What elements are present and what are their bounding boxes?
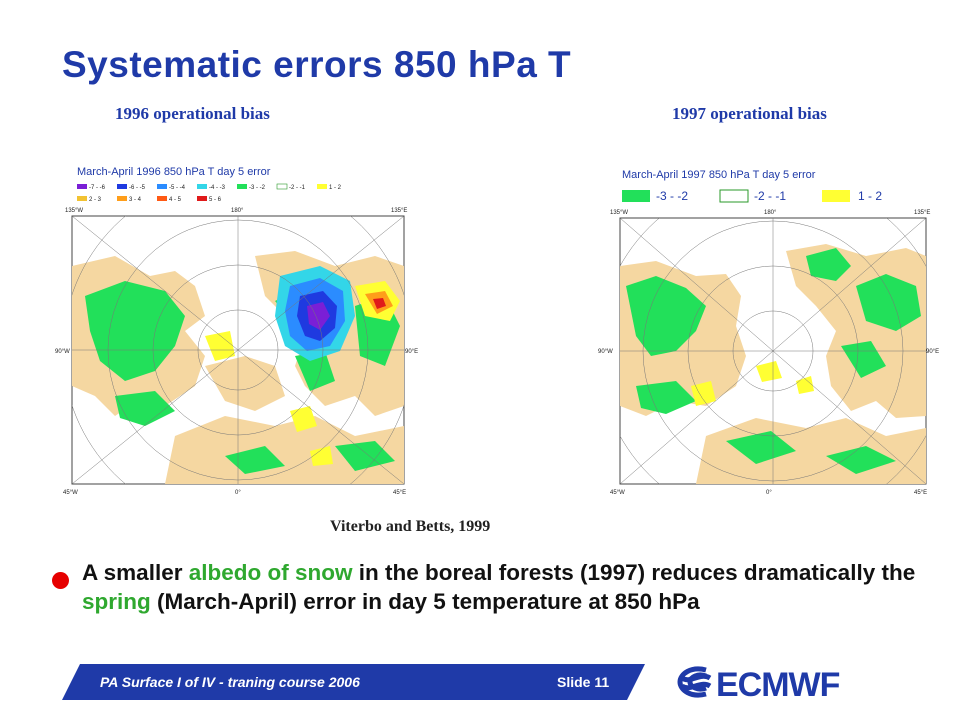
footer-bar [62,664,645,700]
svg-text:1 - 2: 1 - 2 [329,185,342,191]
svg-text:45°E: 45°E [914,490,927,496]
map-1997-bias: March-April 1997 850 hPa T day 5 error -… [596,156,942,500]
highlight-spring: spring [82,589,151,614]
caption-1996: 1996 operational bias [115,104,270,123]
svg-text:45°W: 45°W [610,490,625,496]
svg-text:45°E: 45°E [393,490,406,496]
svg-text:135°E: 135°E [391,208,407,214]
map-1997-header: March-April 1997 850 hPa T day 5 error [622,169,816,181]
svg-text:-3 - -2: -3 - -2 [656,189,688,203]
map-1996-header: March-April 1996 850 hPa T day 5 error [77,166,271,178]
svg-text:90°E: 90°E [926,349,939,355]
svg-text:4 - 5: 4 - 5 [169,197,182,203]
slide-title: Systematic errors 850 hPa T [62,44,572,85]
svg-text:3 - 4: 3 - 4 [129,197,142,203]
svg-text:-3 - -2: -3 - -2 [249,185,266,191]
svg-text:180°: 180° [231,208,244,214]
svg-text:90°E: 90°E [405,349,418,355]
ecmwf-logo: ECMWF [677,666,841,704]
highlight-albedo: albedo of snow [188,560,353,585]
svg-text:135°E: 135°E [914,210,930,216]
svg-text:135°W: 135°W [610,210,628,216]
svg-text:90°W: 90°W [55,349,70,355]
svg-text:5 - 6: 5 - 6 [209,197,222,203]
svg-text:0°: 0° [766,490,772,496]
svg-text:-2 - -1: -2 - -1 [289,185,306,191]
map-1996-bias: March-April 1996 850 hPa T day 5 error -… [55,156,422,500]
svg-text:2 - 3: 2 - 3 [89,197,102,203]
svg-text:-6 - -5: -6 - -5 [129,185,146,191]
svg-text:45°W: 45°W [63,490,78,496]
svg-text:1 - 2: 1 - 2 [858,189,882,203]
svg-text:0°: 0° [235,490,241,496]
svg-text:-2 - -1: -2 - -1 [754,189,786,203]
footer-course: PA Surface I of IV - traning course 2006 [100,674,360,690]
bullet-text: A smaller albedo of snow in the boreal f… [82,560,916,614]
svg-text:180°: 180° [764,210,777,216]
svg-text:ECMWF: ECMWF [716,666,840,704]
bullet-icon [52,572,69,589]
svg-text:-7 - -6: -7 - -6 [89,185,106,191]
source-credit: Viterbo and Betts, 1999 [330,518,491,535]
svg-text:-5 - -4: -5 - -4 [169,185,186,191]
slide-number: Slide 11 [557,674,610,690]
svg-text:135°W: 135°W [65,208,83,214]
caption-1997: 1997 operational bias [672,104,827,123]
svg-text:-4 - -3: -4 - -3 [209,185,226,191]
svg-text:90°W: 90°W [598,349,613,355]
